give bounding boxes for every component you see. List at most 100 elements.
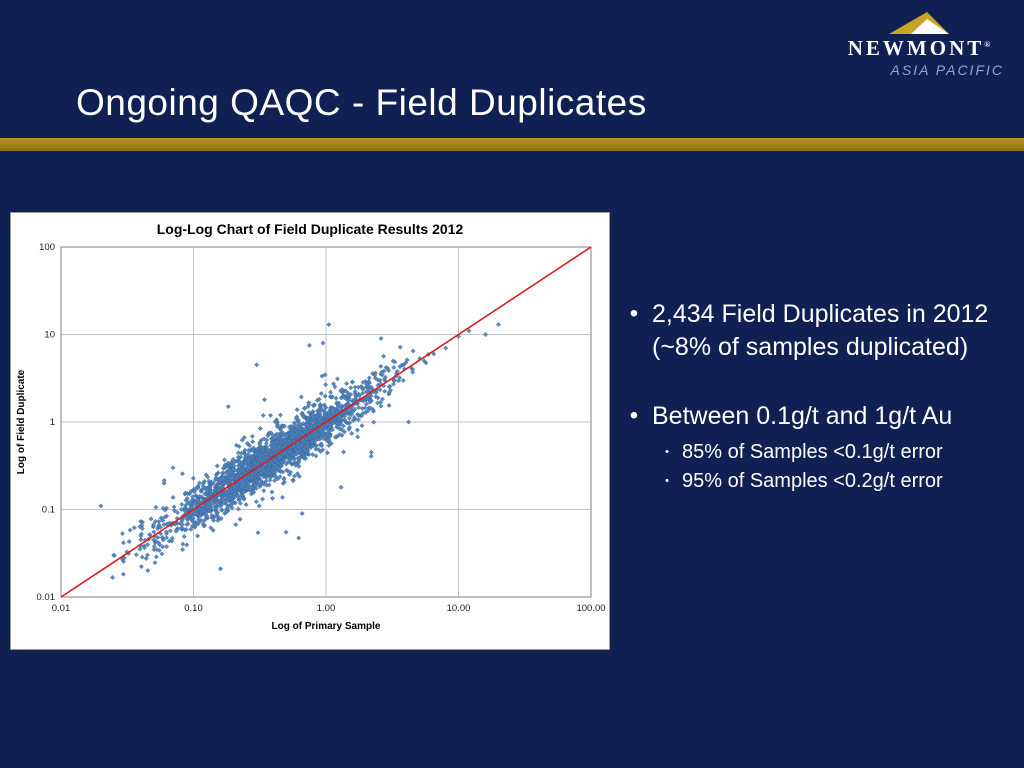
list-item: • 2,434 Field Duplicates in 2012 (~8% of… — [616, 298, 1016, 364]
scatter-point — [466, 328, 472, 334]
scatter-point — [145, 542, 151, 548]
x-tick-label: 1.00 — [317, 603, 336, 614]
scatter-point — [170, 465, 176, 471]
x-axis-title: Log of Primary Sample — [272, 621, 381, 632]
scatter-point — [279, 423, 285, 429]
scatter-point — [356, 417, 361, 423]
scatter-point — [184, 542, 190, 548]
scatter-point — [371, 419, 377, 425]
scatter-point — [236, 459, 242, 465]
scatter-point — [289, 461, 295, 467]
scatter-point — [281, 476, 287, 482]
scatter-point — [400, 377, 406, 383]
scatter-point — [163, 529, 169, 535]
scatter-point — [283, 461, 289, 467]
scatter-point — [297, 426, 302, 432]
scatter-point — [341, 449, 347, 455]
scatter-point — [410, 366, 416, 372]
scatter-point — [256, 467, 262, 473]
scatter-point — [322, 372, 328, 378]
scatter-point — [228, 459, 234, 465]
scatter-point — [110, 575, 116, 580]
scatter-point — [431, 351, 437, 357]
scatter-point — [390, 358, 396, 364]
scatter-point — [277, 455, 283, 461]
scatter-point — [336, 403, 342, 409]
y-tick-label: 10 — [44, 330, 55, 341]
scatter-point — [290, 434, 296, 440]
scatter-point — [171, 504, 177, 510]
scatter-point — [211, 517, 217, 523]
chart-panel: Log-Log Chart of Field Duplicate Results… — [10, 212, 610, 650]
scatter-point — [159, 551, 165, 557]
scatter-point — [252, 460, 258, 465]
scatter-point — [379, 369, 385, 375]
scatter-point — [160, 518, 166, 523]
scatter-point — [228, 493, 234, 499]
scatter-point — [207, 485, 213, 491]
y-tick-label: 0.01 — [37, 592, 56, 603]
scatter-point — [196, 506, 202, 512]
scatter-point — [295, 455, 301, 461]
scatter-point — [139, 526, 145, 532]
scatter-point — [292, 422, 298, 428]
scatter-point — [269, 489, 275, 495]
scatter-point — [267, 477, 273, 483]
scatter-point — [382, 388, 388, 394]
scatter-point — [367, 399, 373, 405]
scatter-point — [284, 434, 290, 440]
scatter-point — [243, 502, 249, 508]
scatter-point — [302, 448, 308, 454]
scatter-point — [249, 454, 255, 460]
scatter-point — [155, 535, 161, 540]
scatter-point — [391, 381, 396, 387]
scatter-point — [348, 385, 354, 391]
scatter-point — [180, 547, 186, 553]
scatter-point — [184, 516, 190, 522]
scatter-point — [253, 499, 259, 505]
scatter-point — [295, 471, 300, 477]
sub-bullet-text: 85% of Samples <0.1g/t error — [682, 441, 943, 463]
plot-border — [60, 246, 592, 598]
scatter-point — [138, 564, 144, 570]
scatter-point — [174, 527, 180, 533]
scatter-point — [192, 486, 198, 492]
scatter-point — [310, 443, 316, 449]
scatter-point — [225, 503, 231, 509]
scatter-point — [179, 471, 185, 477]
scatter-plot: 0.01 0.10 1.00 10.00 100.00 0.01 0.1 1 10 100 Log … — [16, 242, 606, 632]
scatter-point — [153, 504, 159, 510]
scatter-point — [244, 440, 250, 446]
scatter-point — [341, 394, 347, 400]
scatter-point — [363, 401, 369, 407]
scatter-point — [237, 500, 243, 506]
scatter-point — [266, 482, 272, 488]
scatter-point — [232, 491, 238, 497]
scatter-point — [331, 408, 336, 414]
scatter-point — [332, 384, 338, 390]
scatter-point — [336, 414, 342, 420]
x-tick-label: 100.00 — [576, 603, 605, 614]
scatter-point — [294, 407, 300, 413]
scatter-point — [271, 450, 277, 456]
scatter-point — [305, 423, 311, 429]
brand-logo: NEWMONT® ASIA PACIFIC — [834, 12, 1004, 78]
scatter-point — [299, 442, 305, 448]
scatter-point — [404, 357, 410, 363]
scatter-point — [279, 436, 285, 442]
scatter-point — [202, 491, 208, 497]
scatter-point — [138, 537, 144, 543]
scatter-point — [273, 458, 279, 464]
scatter-point — [495, 322, 501, 327]
scatter-point — [261, 481, 267, 487]
scatter-point — [338, 484, 344, 490]
scatter-point — [199, 486, 205, 492]
scatter-point — [282, 438, 288, 444]
scatter-point — [313, 453, 319, 459]
scatter-point — [296, 535, 302, 541]
scatter-point — [208, 491, 214, 497]
scatter-point — [236, 487, 242, 493]
scatter-point — [443, 345, 449, 351]
bullet-text: 2,434 Field Duplicates in 2012 (~8% of s… — [652, 300, 989, 361]
scatter-point — [243, 475, 248, 481]
